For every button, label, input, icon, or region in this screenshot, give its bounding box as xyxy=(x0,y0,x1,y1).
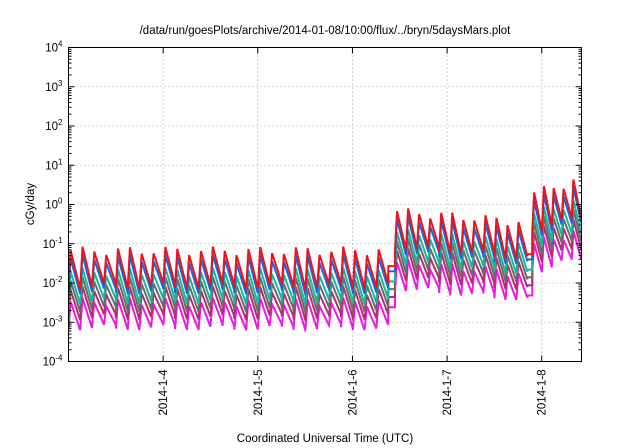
series-line xyxy=(68,209,582,315)
x-tick-label: 2014-1-8 xyxy=(537,370,549,416)
x-tick-label: 2014-1-4 xyxy=(158,369,170,416)
x-tick-label: 2014-1-6 xyxy=(347,370,359,416)
y-tick-label: 10-2 xyxy=(43,275,63,290)
x-tick-label: 2014-1-7 xyxy=(442,370,454,416)
y-tick-label: 10-3 xyxy=(43,314,63,329)
series-line xyxy=(68,200,582,307)
y-tick-label: 102 xyxy=(45,118,63,133)
y-tick-label: 104 xyxy=(45,40,63,55)
grid-lines xyxy=(68,47,582,362)
y-tick-label: 101 xyxy=(45,157,63,172)
y-tick-labels: 10-4 10-3 10-2 10-1 100 101 102 103 104 xyxy=(43,40,63,369)
y-tick-label: 10-1 xyxy=(43,236,63,251)
chart-title: /data/run/goesPlots/archive/2014-01-08/1… xyxy=(140,25,512,37)
tick-marks xyxy=(68,47,582,362)
series-line xyxy=(68,230,582,333)
y-tick-label: 10-4 xyxy=(43,354,63,369)
series-line xyxy=(68,218,582,323)
y-tick-label: 103 xyxy=(45,79,63,94)
series-line xyxy=(68,179,582,293)
y-tick-label: 100 xyxy=(45,197,63,212)
x-tick-labels: 2014-1-4 2014-1-5 2014-1-6 2014-1-7 2014-1-8 xyxy=(158,369,549,416)
x-tick-label: 2014-1-5 xyxy=(253,370,265,416)
series-line xyxy=(68,187,582,297)
y-axis-label: cGy/day xyxy=(25,183,37,225)
data-lines xyxy=(68,179,582,333)
x-axis-label: Coordinated Universal Time (UTC) xyxy=(237,433,414,445)
